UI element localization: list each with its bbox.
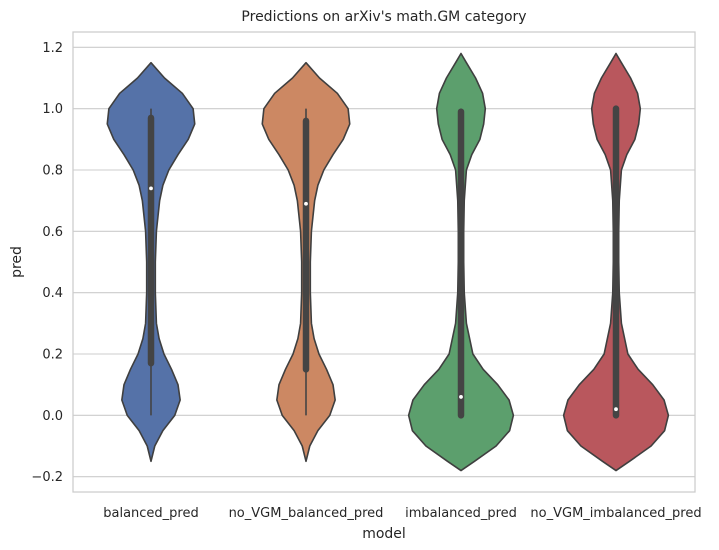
y-tick-label: 1.0 [42,102,63,117]
violin-median-no_VGM_balanced_pred [304,201,308,206]
chart-title: Predictions on arXiv's math.GM category [241,9,526,25]
x-axis-label: model [362,526,406,542]
x-tick-label: no_VGM_imbalanced_pred [530,506,701,521]
y-tick-label: 0.0 [42,409,63,424]
y-tick-label: 0.2 [42,348,63,363]
x-tick-label: no_VGM_balanced_pred [229,506,384,521]
y-tick-labels: −0.2 0.0 0.2 0.4 0.6 0.8 1.0 1.2 [31,41,63,485]
y-tick-label: 0.4 [42,286,63,301]
x-tick-label: imbalanced_pred [405,506,517,521]
x-tick-labels: balanced_pred no_VGM_balanced_pred imbalan… [103,506,701,521]
plot-area-frame [72,31,696,493]
violin-median-no_VGM_imbalanced_pred [614,407,618,412]
y-axis-label: pred [9,246,25,278]
y-tick-label: 0.6 [42,225,63,240]
y-tick-label: −0.2 [31,470,63,485]
violin-median-imbalanced_pred [459,395,463,399]
x-tick-label: balanced_pred [103,506,199,521]
y-tick-label: 1.2 [42,41,63,56]
y-tick-label: 0.8 [42,164,63,179]
violin-median-balanced_pred [149,186,153,191]
violins [106,52,670,472]
